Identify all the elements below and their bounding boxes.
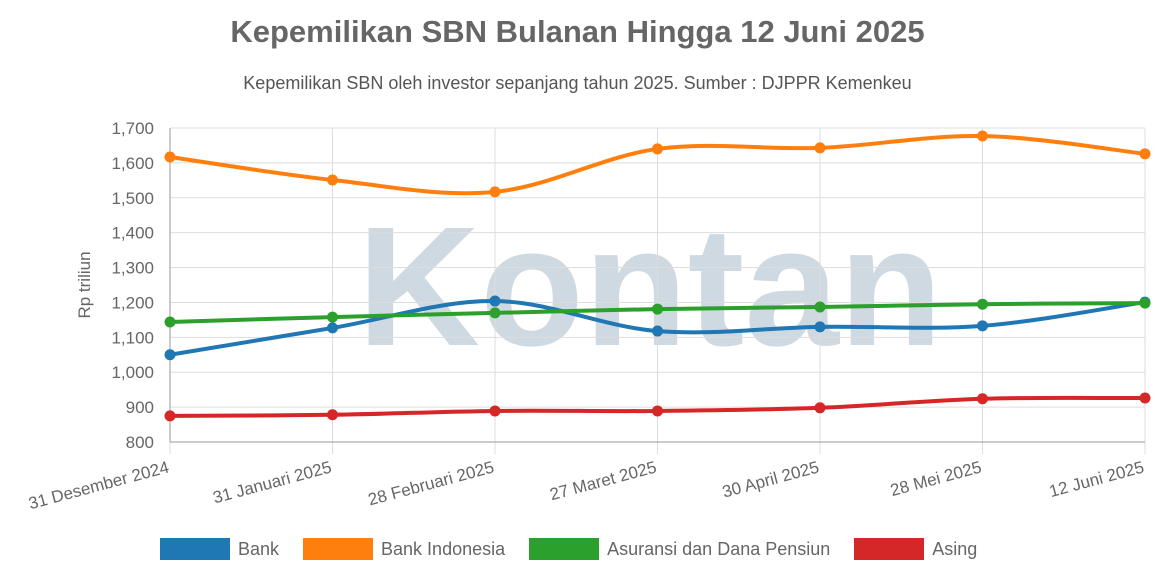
data-point <box>327 409 338 421</box>
legend-swatch <box>854 538 925 560</box>
x-tick-label: 31 Januari 2025 <box>211 458 334 508</box>
legend-item[interactable]: Asuransi dan Dana Pensiun <box>529 538 830 560</box>
data-point <box>1139 148 1151 160</box>
data-point <box>164 316 176 328</box>
data-point <box>1139 392 1151 404</box>
y-tick-label: 1,600 <box>111 154 154 173</box>
data-point <box>489 307 501 319</box>
x-tick-label: 30 April 2025 <box>720 458 821 502</box>
data-point <box>814 301 826 313</box>
y-tick-label: 1,400 <box>111 224 154 243</box>
data-point <box>652 303 663 315</box>
y-tick-label: 1,300 <box>111 259 154 278</box>
data-point <box>652 325 663 337</box>
legend-label: Bank <box>238 538 280 559</box>
y-axis-label: Rp triliun <box>75 251 94 318</box>
data-point <box>1139 297 1151 309</box>
y-tick-label: 1,200 <box>111 293 154 312</box>
legend-swatch <box>160 538 230 560</box>
data-point <box>652 143 663 155</box>
legend-label: Asuransi dan Dana Pensiun <box>607 538 831 559</box>
legend-label: Asing <box>932 538 978 559</box>
chart-subtitle: Kepemilikan SBN oleh investor sepanjang … <box>243 73 912 93</box>
data-point <box>164 349 176 361</box>
data-point <box>489 295 501 307</box>
legend-swatch <box>303 538 374 560</box>
watermark-logo: Kontan <box>357 192 942 382</box>
legend-item[interactable]: Bank Indonesia <box>303 538 505 560</box>
x-tick-label: 28 Mei 2025 <box>888 458 983 501</box>
legend-item[interactable]: Asing <box>854 538 977 560</box>
chart-title: Kepemilikan SBN Bulanan Hingga 12 Juni 2… <box>230 14 925 49</box>
x-tick-label: 12 Juni 2025 <box>1047 458 1146 502</box>
legend: Bank Bank Indonesia Asuransi dan Dana Pens… <box>160 538 1001 560</box>
data-point <box>327 174 338 186</box>
data-point <box>489 186 501 198</box>
legend-swatch <box>529 538 600 560</box>
data-point <box>814 142 826 154</box>
y-tick-label: 900 <box>126 398 154 417</box>
legend-item[interactable]: Bank <box>160 538 279 560</box>
x-tick-label: 31 Desember 2024 <box>26 458 171 514</box>
data-point <box>327 322 338 334</box>
data-point <box>327 311 338 323</box>
data-point <box>977 130 988 142</box>
data-point <box>977 298 988 310</box>
y-tick-label: 800 <box>126 433 154 452</box>
data-point <box>977 320 988 332</box>
legend-label: Bank Indonesia <box>381 538 506 559</box>
data-point <box>814 321 826 333</box>
y-tick-label: 1,700 <box>111 119 154 138</box>
y-tick-label: 1,100 <box>111 328 154 347</box>
data-point <box>164 410 176 422</box>
x-tick-label: 27 Maret 2025 <box>548 458 659 505</box>
data-point <box>489 405 501 417</box>
y-tick-label: 1,500 <box>111 189 154 208</box>
y-tick-label: 1,000 <box>111 363 154 382</box>
data-point <box>652 405 663 417</box>
data-point <box>814 402 826 414</box>
data-point <box>164 151 176 163</box>
data-point <box>977 393 988 405</box>
x-tick-label: 28 Februari 2025 <box>366 458 496 510</box>
